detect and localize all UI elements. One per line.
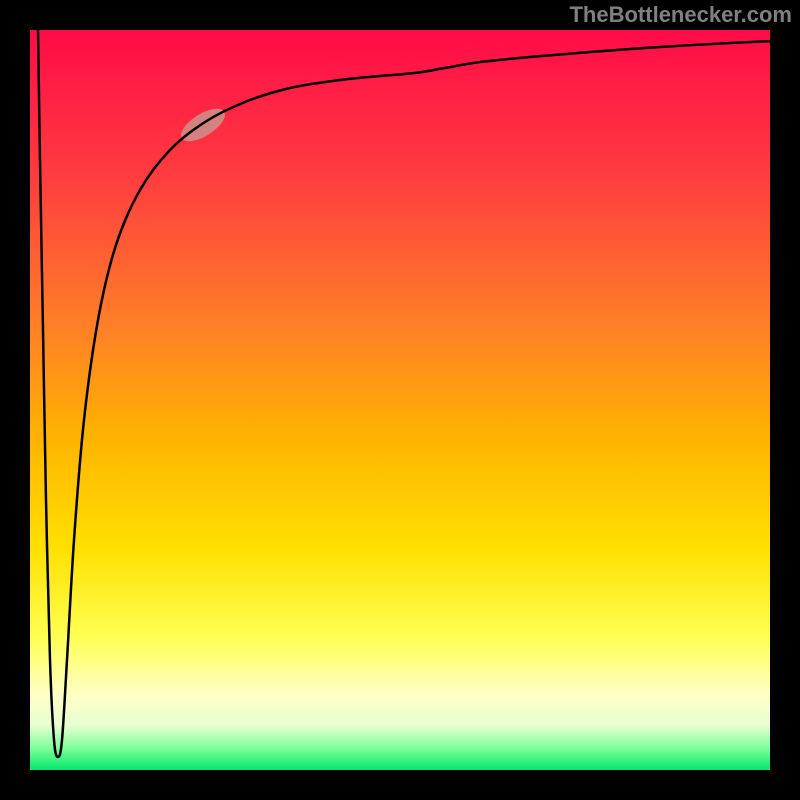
chart-container: TheBottlenecker.com — [0, 0, 800, 800]
chart-svg — [0, 0, 800, 800]
watermark-text: TheBottlenecker.com — [569, 2, 792, 28]
chart-plot-area — [30, 30, 770, 770]
